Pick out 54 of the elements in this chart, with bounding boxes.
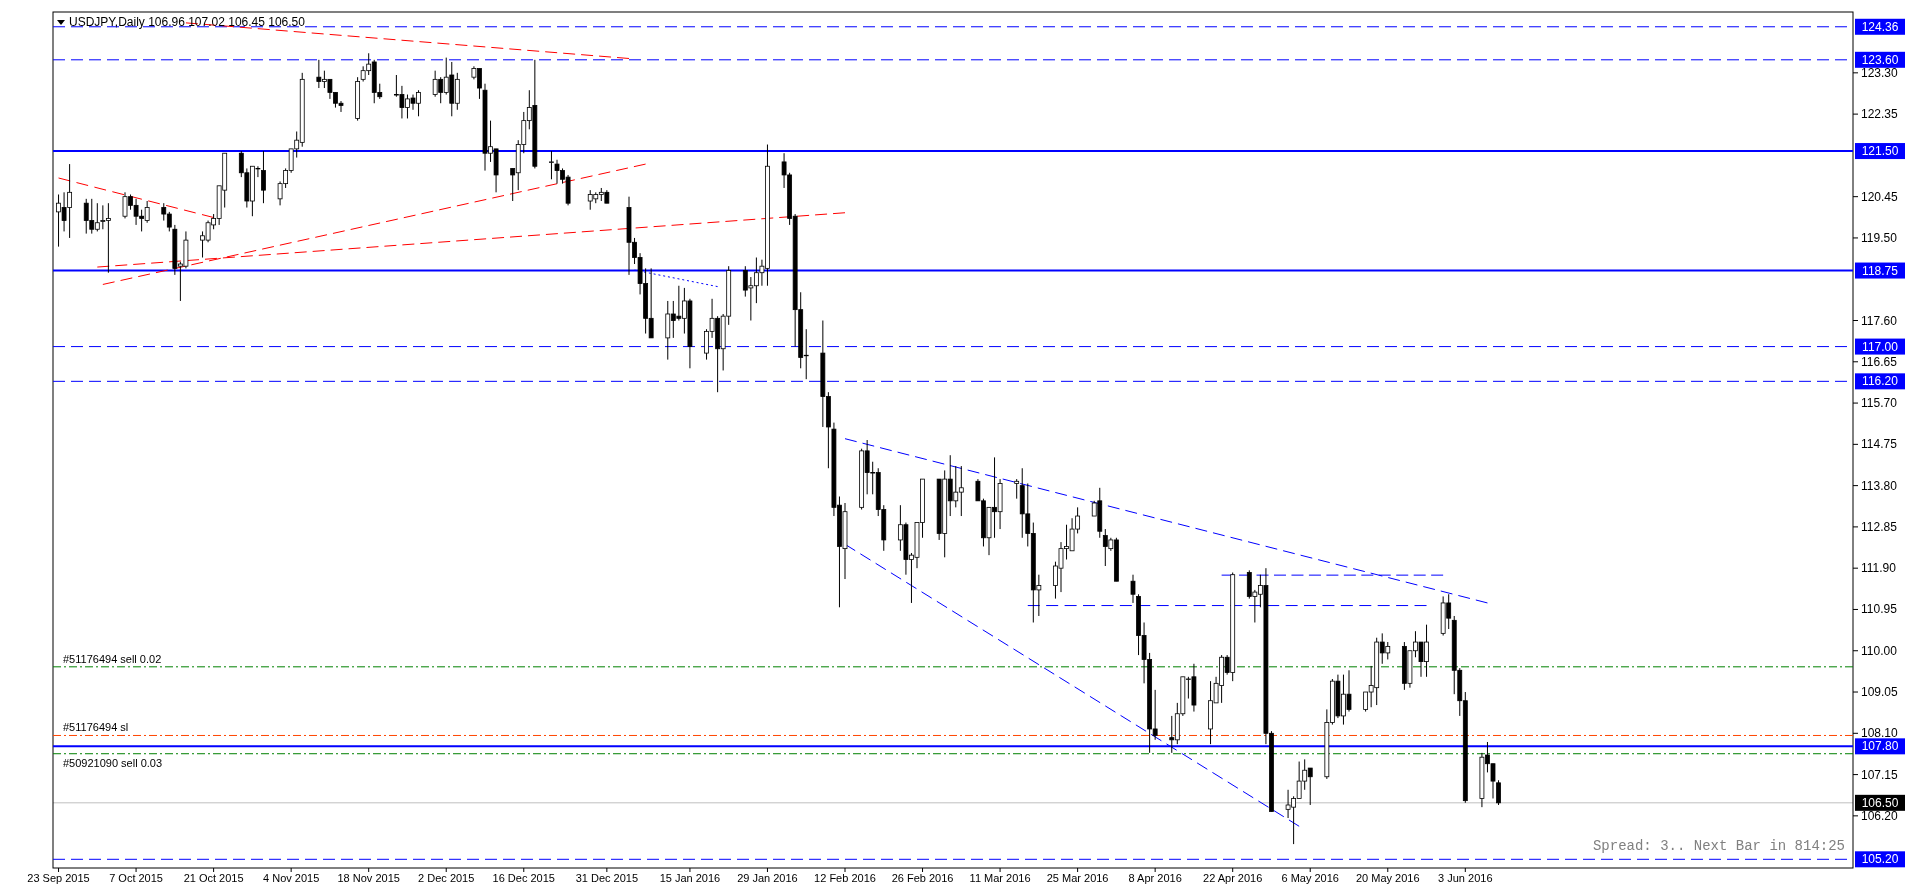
x-tick-label: 16 Dec 2015 <box>492 872 555 884</box>
x-tick-label: 8 Apr 2016 <box>1128 872 1182 884</box>
ref-line-label: 124.36 <box>1861 19 1899 34</box>
y-tick-label: 116.65 <box>1861 354 1898 369</box>
y-tick-label: 113.80 <box>1861 478 1898 493</box>
ref-line-label: 106.50 <box>1861 795 1899 810</box>
annotation: Spread: 3.. Next Bar in 814:25 <box>1592 838 1845 854</box>
ref-line-label: 116.20 <box>1862 374 1899 389</box>
x-tick-label: 29 Jan 2016 <box>737 872 798 884</box>
y-tick-label: 110.00 <box>1861 643 1898 658</box>
x-tick-label: 20 May 2016 <box>1355 872 1420 884</box>
y-tick-label: 111.90 <box>1861 561 1897 576</box>
x-tick-label: 18 Nov 2015 <box>337 872 400 884</box>
y-tick-label: 119.50 <box>1861 230 1898 245</box>
candlestick <box>261 150 266 204</box>
candlestick <box>1130 574 1136 604</box>
y-tick-label: 108.10 <box>1861 726 1899 741</box>
x-tick-label: 21 Oct 2015 <box>183 872 244 884</box>
y-tick-label: 114.75 <box>1861 437 1898 452</box>
x-tick-label: 4 Nov 2015 <box>263 872 320 884</box>
ref-line-label: 117.00 <box>1862 339 1899 354</box>
x-tick-label: 3 Jun 2016 <box>1438 872 1493 884</box>
y-tick-label: 112.85 <box>1861 519 1898 534</box>
y-tick-label: 109.05 <box>1861 685 1899 700</box>
candlestick <box>1014 478 1020 500</box>
y-tick-label: 117.60 <box>1861 313 1898 328</box>
x-tick-label: 22 Apr 2016 <box>1203 872 1263 884</box>
y-tick-label: 115.70 <box>1861 396 1898 411</box>
x-tick-label: 12 Feb 2016 <box>814 872 876 884</box>
x-tick-label: 25 Mar 2016 <box>1046 872 1109 884</box>
x-tick-label: 6 May 2016 <box>1281 872 1339 884</box>
ref-line-label: #51176494 sell 0.02 <box>63 652 162 665</box>
ref-line-label: 123.60 <box>1861 52 1899 67</box>
x-tick-label: 31 Dec 2015 <box>575 872 639 884</box>
x-tick-label: 26 Feb 2016 <box>891 872 954 884</box>
y-tick-label: 107.15 <box>1861 767 1899 782</box>
y-tick-label: 122.35 <box>1861 107 1899 122</box>
x-tick-label: 23 Sep 2015 <box>27 872 90 884</box>
y-tick-label: 123.30 <box>1861 65 1899 80</box>
ref-line-label: 121.50 <box>1861 144 1899 159</box>
candlestick <box>1496 779 1501 806</box>
y-tick-label: 120.45 <box>1861 189 1899 204</box>
x-tick-label: 7 Oct 2015 <box>109 872 163 884</box>
x-tick-label: 2 Dec 2015 <box>418 872 475 884</box>
ref-line-label: #51176494 sl <box>63 721 129 734</box>
x-tick-label: 15 Jan 2016 <box>659 872 721 884</box>
ref-line-label: 107.80 <box>1861 739 1899 754</box>
ref-line-label: #50921090 sell 0.03 <box>63 756 163 769</box>
y-tick-label: 110.95 <box>1861 602 1898 617</box>
ref-line-label: 105.20 <box>1861 852 1899 867</box>
y-tick-label: 106.20 <box>1861 808 1899 823</box>
x-tick-label: 11 Mar 2016 <box>969 872 1031 884</box>
candlestick <box>549 150 554 180</box>
ref-line-label: 118.75 <box>1862 263 1899 278</box>
